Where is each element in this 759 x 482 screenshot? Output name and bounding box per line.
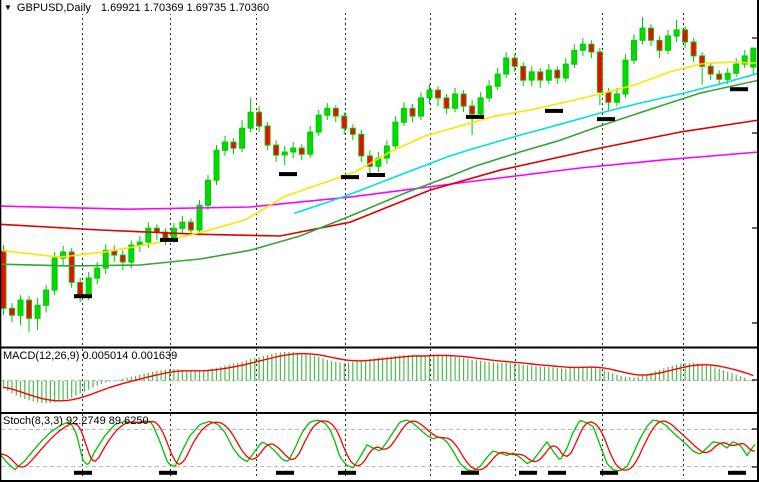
macd-label: MACD(12,26,9) 0.005014 0.001639 bbox=[3, 350, 178, 362]
symbol-period-label: GBPUSD,Daily bbox=[16, 1, 91, 14]
ohlc-quote: 1.69921 1.70369 1.69735 1.70360 bbox=[100, 1, 270, 14]
symbol-dropdown-icon[interactable]: ▼ bbox=[4, 2, 12, 12]
stoch-label: Stoch(8,3,3) 92.2749 89.6250 bbox=[3, 415, 149, 427]
chart-header: ▼ GBPUSD,Daily 1.69921 1.70369 1.69735 1… bbox=[3, 1, 275, 14]
